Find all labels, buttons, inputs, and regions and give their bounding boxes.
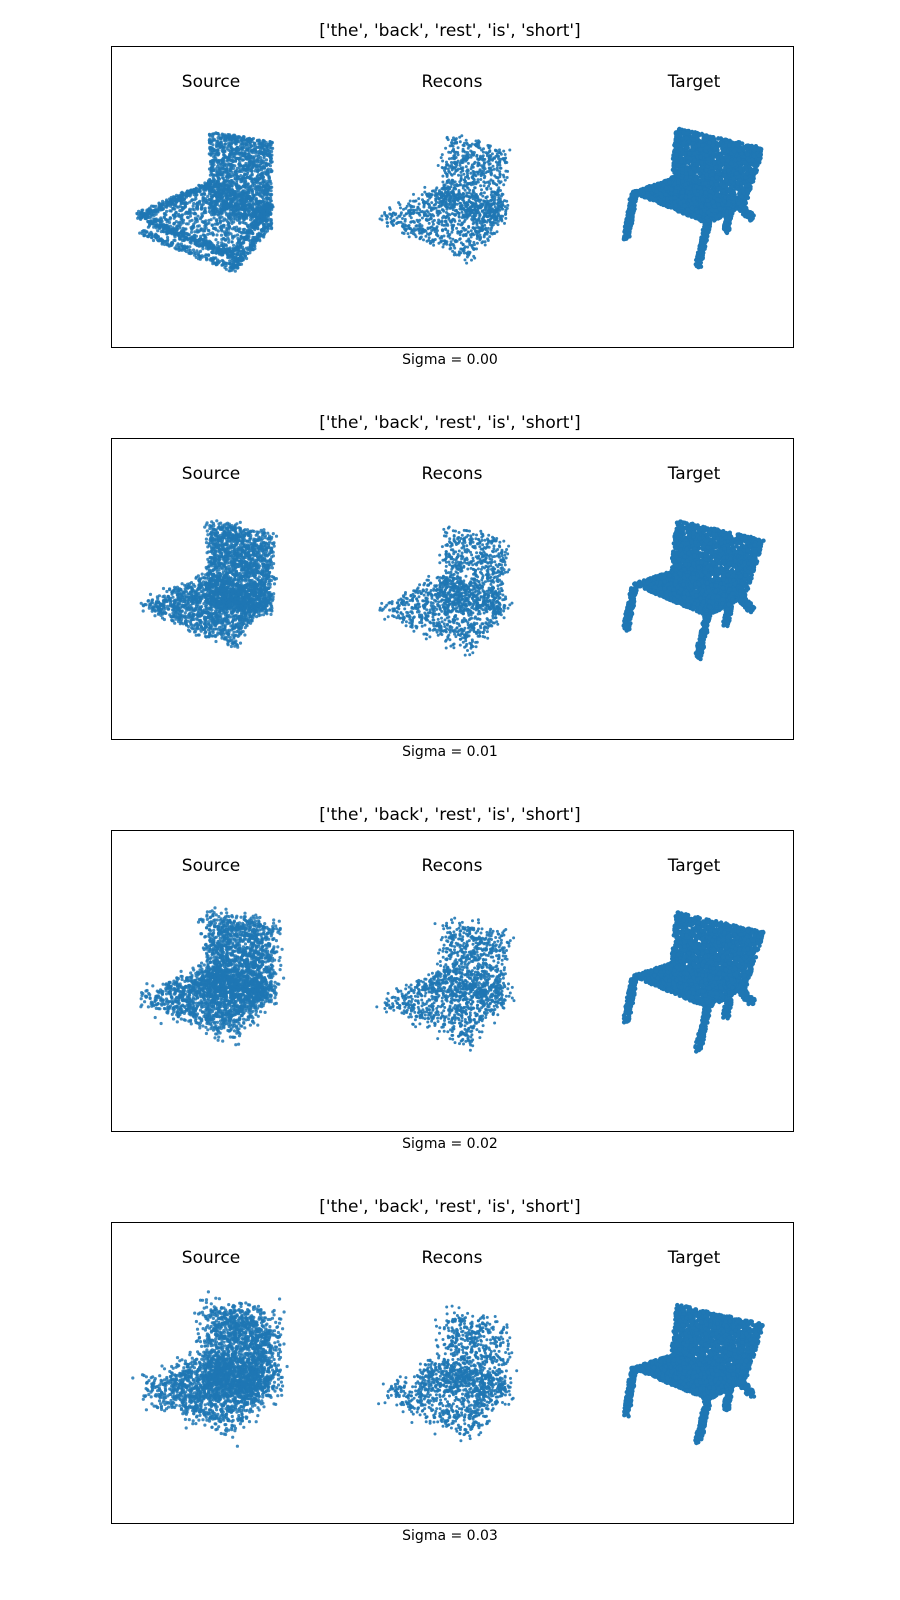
target-point-cloud xyxy=(604,112,784,292)
panel-frame xyxy=(111,830,794,1132)
target-label: Target xyxy=(614,855,774,877)
recons-point-cloud xyxy=(362,896,542,1076)
target-label: Target xyxy=(614,1247,774,1269)
panel-frame xyxy=(111,1222,794,1524)
source-point-cloud xyxy=(121,896,301,1076)
panel-title: ['the', 'back', 'rest', 'is', 'short'] xyxy=(0,412,900,434)
target-label: Target xyxy=(614,463,774,485)
source-point-cloud xyxy=(121,112,301,292)
target-label: Target xyxy=(614,71,774,93)
source-scatter xyxy=(131,1290,289,1448)
recons-scatter xyxy=(375,916,516,1052)
target-point-cloud xyxy=(604,1288,784,1468)
target-scatter xyxy=(621,910,766,1054)
recons-scatter xyxy=(377,1304,519,1443)
source-point-cloud xyxy=(121,504,301,684)
recons-label: Recons xyxy=(372,71,532,93)
sigma-label: Sigma = 0.00 xyxy=(0,351,900,369)
source-scatter xyxy=(139,519,279,649)
source-scatter xyxy=(139,906,286,1047)
target-point-cloud xyxy=(604,896,784,1076)
sigma-label: Sigma = 0.01 xyxy=(0,743,900,761)
panel-title: ['the', 'back', 'rest', 'is', 'short'] xyxy=(0,804,900,826)
target-point-cloud xyxy=(604,504,784,684)
sigma-label: Sigma = 0.02 xyxy=(0,1135,900,1153)
source-scatter xyxy=(135,131,275,273)
target-scatter xyxy=(622,1302,765,1446)
source-label: Source xyxy=(131,71,291,93)
panel-frame xyxy=(111,438,794,740)
target-scatter xyxy=(621,126,764,270)
source-label: Source xyxy=(131,463,291,485)
source-point-cloud xyxy=(121,1288,301,1468)
figure-panel: ['the', 'back', 'rest', 'is', 'short'] S… xyxy=(0,784,900,1176)
panel-frame xyxy=(111,46,794,348)
recons-label: Recons xyxy=(372,1247,532,1269)
recons-label: Recons xyxy=(372,463,532,485)
recons-point-cloud xyxy=(362,112,542,292)
recons-point-cloud xyxy=(362,504,542,684)
figure-panel: ['the', 'back', 'rest', 'is', 'short'] S… xyxy=(0,0,900,392)
recons-scatter xyxy=(378,134,512,265)
source-label: Source xyxy=(131,1247,291,1269)
figure-panel: ['the', 'back', 'rest', 'is', 'short'] S… xyxy=(0,392,900,784)
panel-title: ['the', 'back', 'rest', 'is', 'short'] xyxy=(0,1196,900,1218)
panel-title: ['the', 'back', 'rest', 'is', 'short'] xyxy=(0,20,900,42)
recons-label: Recons xyxy=(372,855,532,877)
target-scatter xyxy=(621,519,766,662)
source-label: Source xyxy=(131,855,291,877)
recons-scatter xyxy=(378,525,514,657)
sigma-label: Sigma = 0.03 xyxy=(0,1527,900,1545)
recons-point-cloud xyxy=(362,1288,542,1468)
figure-panel: ['the', 'back', 'rest', 'is', 'short'] S… xyxy=(0,1176,900,1568)
